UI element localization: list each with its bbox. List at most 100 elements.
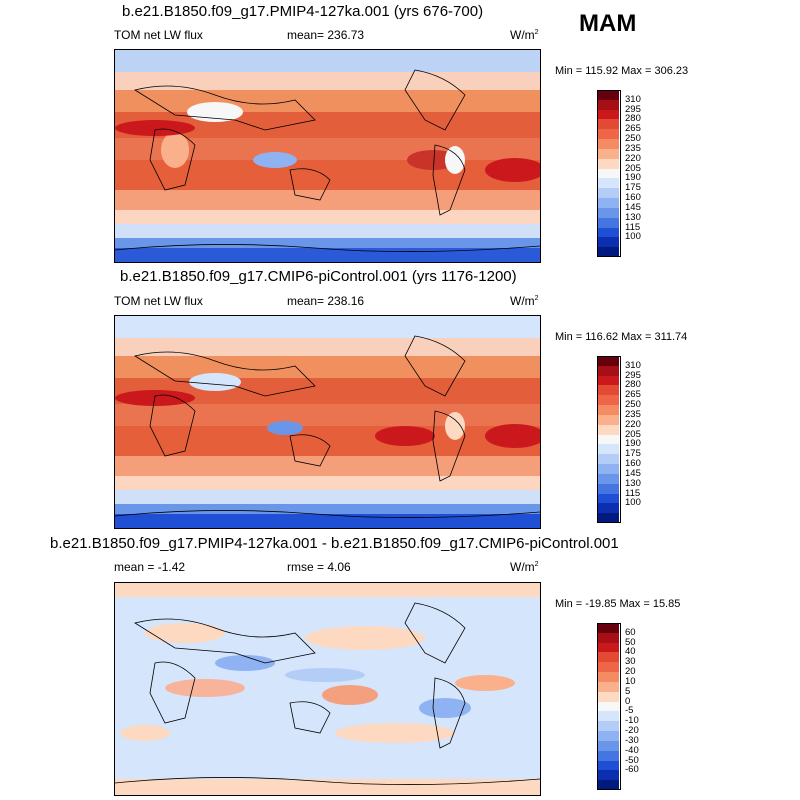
colorbar-swatch bbox=[597, 247, 619, 258]
colorbar-swatch bbox=[597, 691, 619, 702]
colorbar-swatch bbox=[597, 207, 619, 218]
colorbar-swatch bbox=[597, 90, 619, 100]
colorbar-swatch bbox=[597, 721, 619, 732]
colorbar-label: 0 bbox=[625, 695, 631, 707]
colorbar-label: -50 bbox=[625, 754, 639, 766]
colorbar-label: 115 bbox=[625, 487, 641, 499]
panel-1-title: b.e21.B1850.f09_g17.PMIP4-127ka.001 (yrs… bbox=[122, 3, 484, 20]
colorbar-label: -5 bbox=[625, 705, 634, 717]
colorbar-frame bbox=[597, 356, 621, 523]
season-label: MAM bbox=[579, 10, 637, 37]
colorbar-swatch bbox=[597, 464, 619, 475]
colorbar-label: 160 bbox=[625, 458, 641, 470]
colorbar-swatch bbox=[597, 405, 619, 416]
colorbar-swatch bbox=[597, 434, 619, 445]
panel-3-map bbox=[114, 582, 541, 796]
colorbar-label: 280 bbox=[625, 113, 641, 125]
panel-1-map bbox=[114, 49, 541, 263]
panel-3-rmse-label: rmse = 4.06 bbox=[287, 560, 351, 574]
panel-2-colorbar: 310 295 280 265 250 235 220 205 190 175 160 145 130 1… bbox=[597, 356, 657, 524]
colorbar-label: 30 bbox=[625, 656, 636, 668]
colorbar-label: 160 bbox=[625, 192, 641, 204]
panel-2-variable-label: TOM net LW flux bbox=[114, 294, 203, 308]
colorbar-label: 115 bbox=[625, 221, 641, 233]
colorbar-swatch bbox=[597, 740, 619, 751]
colorbar-swatch bbox=[597, 139, 619, 150]
colorbar-swatch bbox=[597, 356, 619, 366]
colorbar-swatch bbox=[597, 493, 619, 504]
colorbar-label: 220 bbox=[625, 152, 641, 164]
colorbar-label: 100 bbox=[625, 231, 641, 243]
panel-3-title: b.e21.B1850.f09_g17.PMIP4-127ka.001 - b.… bbox=[50, 535, 619, 552]
colorbar-label: 175 bbox=[625, 448, 641, 460]
colorbar-swatch bbox=[597, 158, 619, 169]
colorbar-label: 235 bbox=[625, 408, 641, 420]
panel-3-units: W/m2 bbox=[510, 560, 539, 574]
colorbar-label: 175 bbox=[625, 182, 641, 194]
colorbar-swatch bbox=[597, 642, 619, 653]
colorbar-frame bbox=[597, 623, 621, 790]
colorbar-swatch bbox=[597, 99, 619, 110]
panel-1-minmax: Min = 115.92 Max = 306.23 bbox=[555, 65, 689, 77]
panel-2-units: W/m2 bbox=[510, 294, 539, 308]
panel-3-mean-label: mean = -1.42 bbox=[114, 560, 186, 574]
colorbar-swatch bbox=[597, 227, 619, 238]
panel-3-minmax: Min = -19.85 Max = 15.85 bbox=[555, 598, 681, 610]
colorbar-label: 295 bbox=[625, 369, 641, 381]
colorbar-swatch bbox=[597, 652, 619, 663]
colorbar-label: -30 bbox=[625, 734, 639, 746]
colorbar-swatch bbox=[597, 483, 619, 494]
colorbar-label: 10 bbox=[625, 675, 636, 687]
colorbar-label: 130 bbox=[625, 477, 641, 489]
colorbar-label: 235 bbox=[625, 142, 641, 154]
colorbar-label: 50 bbox=[625, 636, 636, 648]
panel-1-variable-label: TOM net LW flux bbox=[114, 28, 203, 42]
colorbar-swatch bbox=[597, 731, 619, 742]
colorbar-swatch bbox=[597, 414, 619, 425]
colorbar-swatch bbox=[597, 365, 619, 376]
colorbar-swatch bbox=[597, 770, 619, 781]
colorbar-swatch bbox=[597, 503, 619, 514]
colorbar-label: 145 bbox=[625, 467, 641, 479]
colorbar-label: 220 bbox=[625, 418, 641, 430]
colorbar-swatch bbox=[597, 444, 619, 455]
colorbar-label: -20 bbox=[625, 725, 639, 737]
colorbar-label: 130 bbox=[625, 211, 641, 223]
colorbar-label: -40 bbox=[625, 744, 639, 756]
colorbar-frame bbox=[597, 90, 621, 257]
panel-2-mean-label: mean= 238.16 bbox=[287, 294, 365, 308]
colorbar-swatch bbox=[597, 473, 619, 484]
panel-2-map bbox=[114, 315, 541, 529]
colorbar-swatch bbox=[597, 375, 619, 386]
colorbar-swatch bbox=[597, 424, 619, 435]
colorbar-label: 205 bbox=[625, 162, 641, 174]
colorbar-swatch bbox=[597, 454, 619, 465]
colorbar-swatch bbox=[597, 237, 619, 248]
colorbar-label: 20 bbox=[625, 666, 636, 678]
colorbar-swatch bbox=[597, 780, 619, 791]
colorbar-swatch bbox=[597, 178, 619, 189]
colorbar-swatch bbox=[597, 623, 619, 633]
colorbar-label: 310 bbox=[625, 359, 641, 371]
colorbar-swatch bbox=[597, 711, 619, 722]
colorbar-label: 250 bbox=[625, 133, 641, 145]
colorbar-swatch bbox=[597, 129, 619, 140]
colorbar-swatch bbox=[597, 760, 619, 771]
panel-1-mean-label: mean= 236.73 bbox=[287, 28, 365, 42]
colorbar-swatch bbox=[597, 148, 619, 159]
panel-2-title: b.e21.B1850.f09_g17.CMIP6-piControl.001 … bbox=[120, 268, 517, 285]
colorbar-swatch bbox=[597, 119, 619, 130]
colorbar-label: 280 bbox=[625, 379, 641, 391]
colorbar-swatch bbox=[597, 632, 619, 643]
colorbar-label: -10 bbox=[625, 715, 639, 727]
colorbar-swatch bbox=[597, 701, 619, 712]
colorbar-label: 60 bbox=[625, 626, 636, 638]
colorbar-swatch bbox=[597, 168, 619, 179]
colorbar-swatch bbox=[597, 188, 619, 199]
colorbar-swatch bbox=[597, 395, 619, 406]
colorbar-swatch bbox=[597, 385, 619, 396]
colorbar-label: 310 bbox=[625, 93, 641, 105]
colorbar-label: 190 bbox=[625, 172, 641, 184]
colorbar-label: 190 bbox=[625, 438, 641, 450]
panel-1-colorbar: 310 295 280 265 250 235 220 205 190 175 160 145 130 1… bbox=[597, 90, 657, 258]
